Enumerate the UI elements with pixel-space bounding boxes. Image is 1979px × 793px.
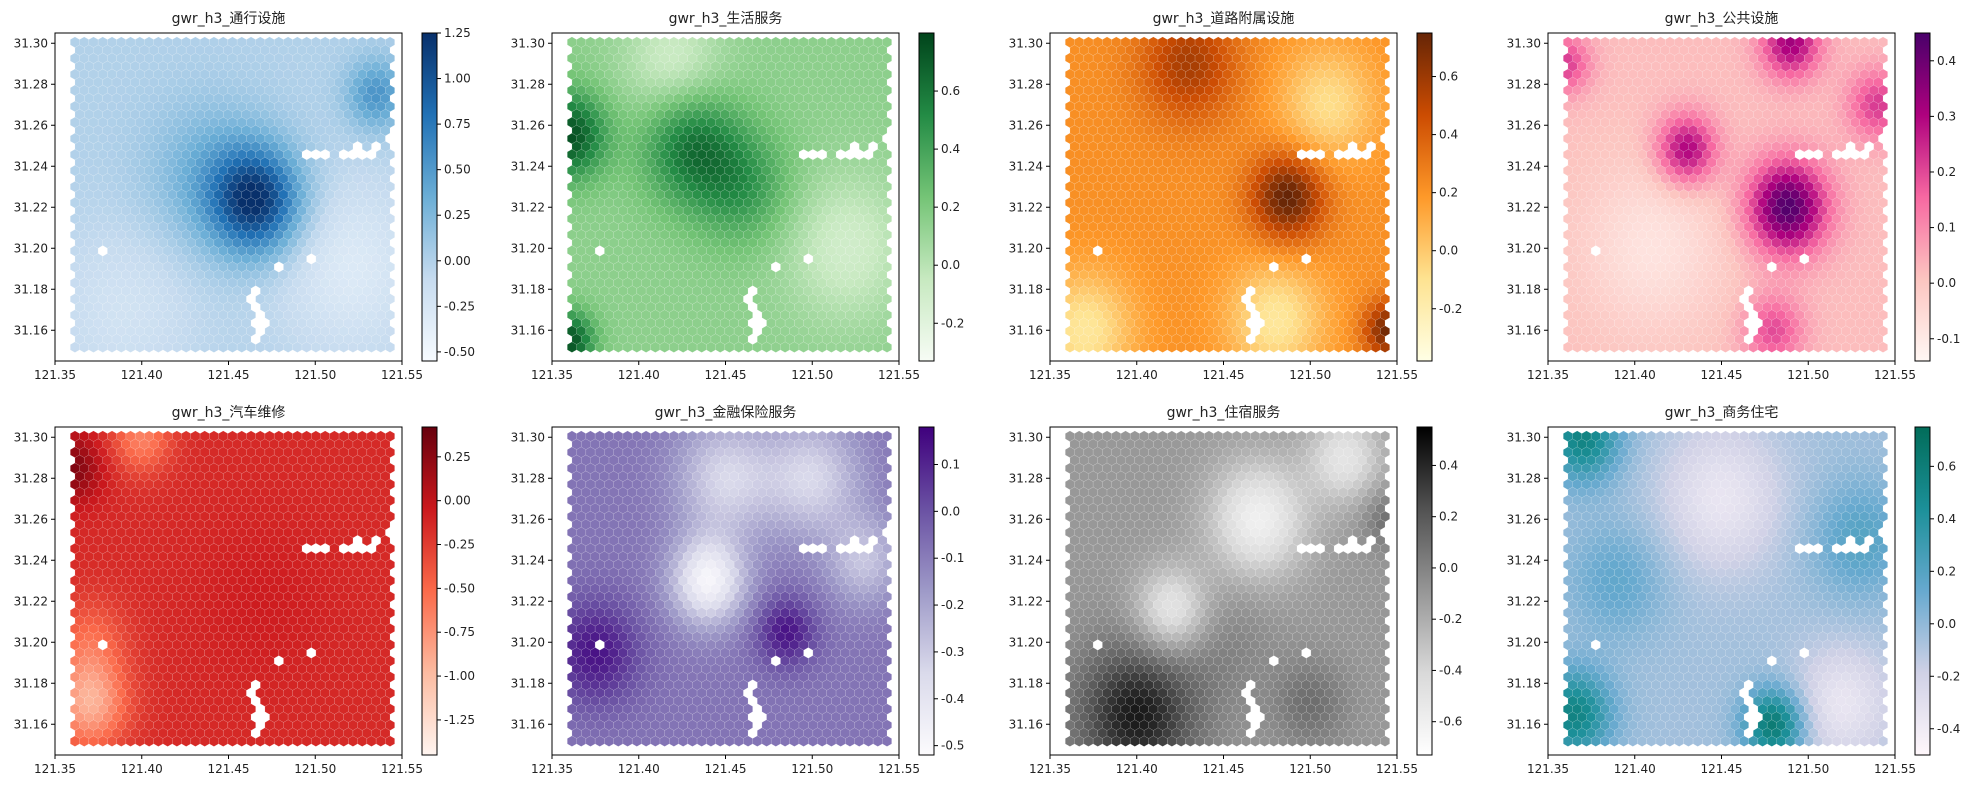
x-tick-label: 121.45	[1203, 368, 1245, 382]
colorbar-tick-label: 0.75	[444, 117, 471, 131]
colorbar	[918, 32, 935, 362]
colorbar-tick-label: 0.00	[444, 254, 471, 268]
colorbar-tick-label: -0.2	[1439, 302, 1462, 316]
colorbar-tick-label: 0.6	[1439, 70, 1458, 84]
panel-1: gwr_h3_通行设施 121.35 121.40 121.45 121.50 121.5…	[14, 11, 475, 382]
colorbar-tick-label: -0.2	[941, 316, 964, 330]
colorbar	[1416, 32, 1433, 362]
panel-title: gwr_h3_生活服务	[669, 11, 783, 27]
hex-cell	[1357, 140, 1367, 153]
hex-cell	[343, 140, 354, 153]
y-tick-label: 31.26	[14, 118, 48, 132]
colorbar-tick-label: 1.00	[444, 72, 471, 86]
x-tick-label: 121.55	[381, 368, 423, 382]
x-tick-label: 121.55	[878, 368, 920, 382]
colorbar-tick-label: 0.25	[444, 208, 471, 222]
hex-field	[1065, 36, 1390, 353]
y-tick-label: 31.24	[14, 159, 48, 173]
colorbar-tick-label: 0.50	[444, 163, 471, 177]
y-tick-label: 31.30	[14, 36, 48, 50]
x-tick-label: 121.35	[1029, 368, 1071, 382]
y-tick-label: 31.26	[511, 118, 545, 132]
y-tick-label: 31.16	[1009, 323, 1043, 337]
colorbar	[421, 32, 438, 362]
hex-cell	[1380, 341, 1390, 353]
colorbar-tick-label: -0.25	[444, 299, 475, 313]
y-tick-label: 31.18	[1009, 282, 1043, 296]
y-tick-label: 31.30	[511, 36, 545, 50]
x-tick-label: 121.40	[121, 368, 163, 382]
colorbar-tick-label: -0.50	[444, 345, 475, 359]
hex-field	[70, 36, 395, 353]
colorbar-tick-label: 0.2	[941, 200, 960, 214]
hex-cell	[1338, 140, 1349, 153]
panel-2: gwr_h3_生活服务 121.35 121.40 121.45 121.50 121.5…	[511, 11, 965, 382]
colorbar-tick-label: 0.0	[1439, 244, 1458, 258]
panel-3: gwr_h3_道路附属设施 121.35 121.40 121.45 121.50 121…	[1009, 11, 1463, 382]
panel-title: gwr_h3_通行设施	[172, 11, 286, 27]
x-tick-label: 121.55	[1376, 368, 1418, 382]
y-tick-label: 31.20	[14, 241, 48, 255]
hex-field	[1563, 36, 1888, 353]
y-tick-label: 31.30	[1009, 36, 1043, 50]
y-tick-label: 31.22	[14, 200, 48, 214]
x-tick-label: 121.35	[34, 368, 76, 382]
hex-cell	[882, 341, 892, 353]
x-tick-label: 121.35	[531, 368, 573, 382]
y-tick-label: 31.22	[1009, 200, 1043, 214]
y-tick-label: 31.24	[511, 159, 545, 173]
y-tick-label: 31.28	[1009, 77, 1043, 91]
y-tick-label: 31.16	[511, 323, 545, 337]
y-tick-label: 31.28	[14, 77, 48, 91]
colorbar-tick-label: 0.4	[941, 142, 960, 156]
y-tick-label: 31.20	[1009, 241, 1043, 255]
y-tick-label: 31.20	[511, 241, 545, 255]
y-tick-label: 31.24	[1009, 159, 1043, 173]
x-tick-label: 121.50	[791, 368, 833, 382]
panel-title: gwr_h3_道路附属设施	[1153, 11, 1295, 27]
hex-cell	[385, 341, 395, 353]
colorbar-tick-label: 1.25	[444, 26, 471, 40]
hex-cell	[859, 140, 869, 153]
y-tick-label: 31.16	[14, 323, 48, 337]
y-tick-label: 31.18	[14, 282, 48, 296]
colorbar-tick-label: 0.0	[941, 258, 960, 272]
hex-field	[567, 36, 892, 353]
x-tick-label: 121.40	[1116, 368, 1158, 382]
x-tick-label: 121.50	[1289, 368, 1331, 382]
y-tick-label: 31.28	[511, 77, 545, 91]
y-tick-label: 31.22	[511, 200, 545, 214]
colorbar-tick-label: 0.6	[941, 84, 960, 98]
hex-cell	[840, 140, 851, 153]
panel-title: gwr_h3_公共设施	[1665, 11, 1779, 27]
colorbar-tick-label: 0.2	[1439, 186, 1458, 200]
x-tick-label: 121.45	[208, 368, 250, 382]
x-tick-label: 121.50	[294, 368, 336, 382]
colorbar-tick-label: 0.4	[1439, 128, 1458, 142]
hex-cell	[362, 140, 372, 153]
y-tick-label: 31.18	[511, 282, 545, 296]
y-tick-label: 31.26	[1009, 118, 1043, 132]
x-tick-label: 121.45	[705, 368, 747, 382]
x-tick-label: 121.40	[618, 368, 660, 382]
